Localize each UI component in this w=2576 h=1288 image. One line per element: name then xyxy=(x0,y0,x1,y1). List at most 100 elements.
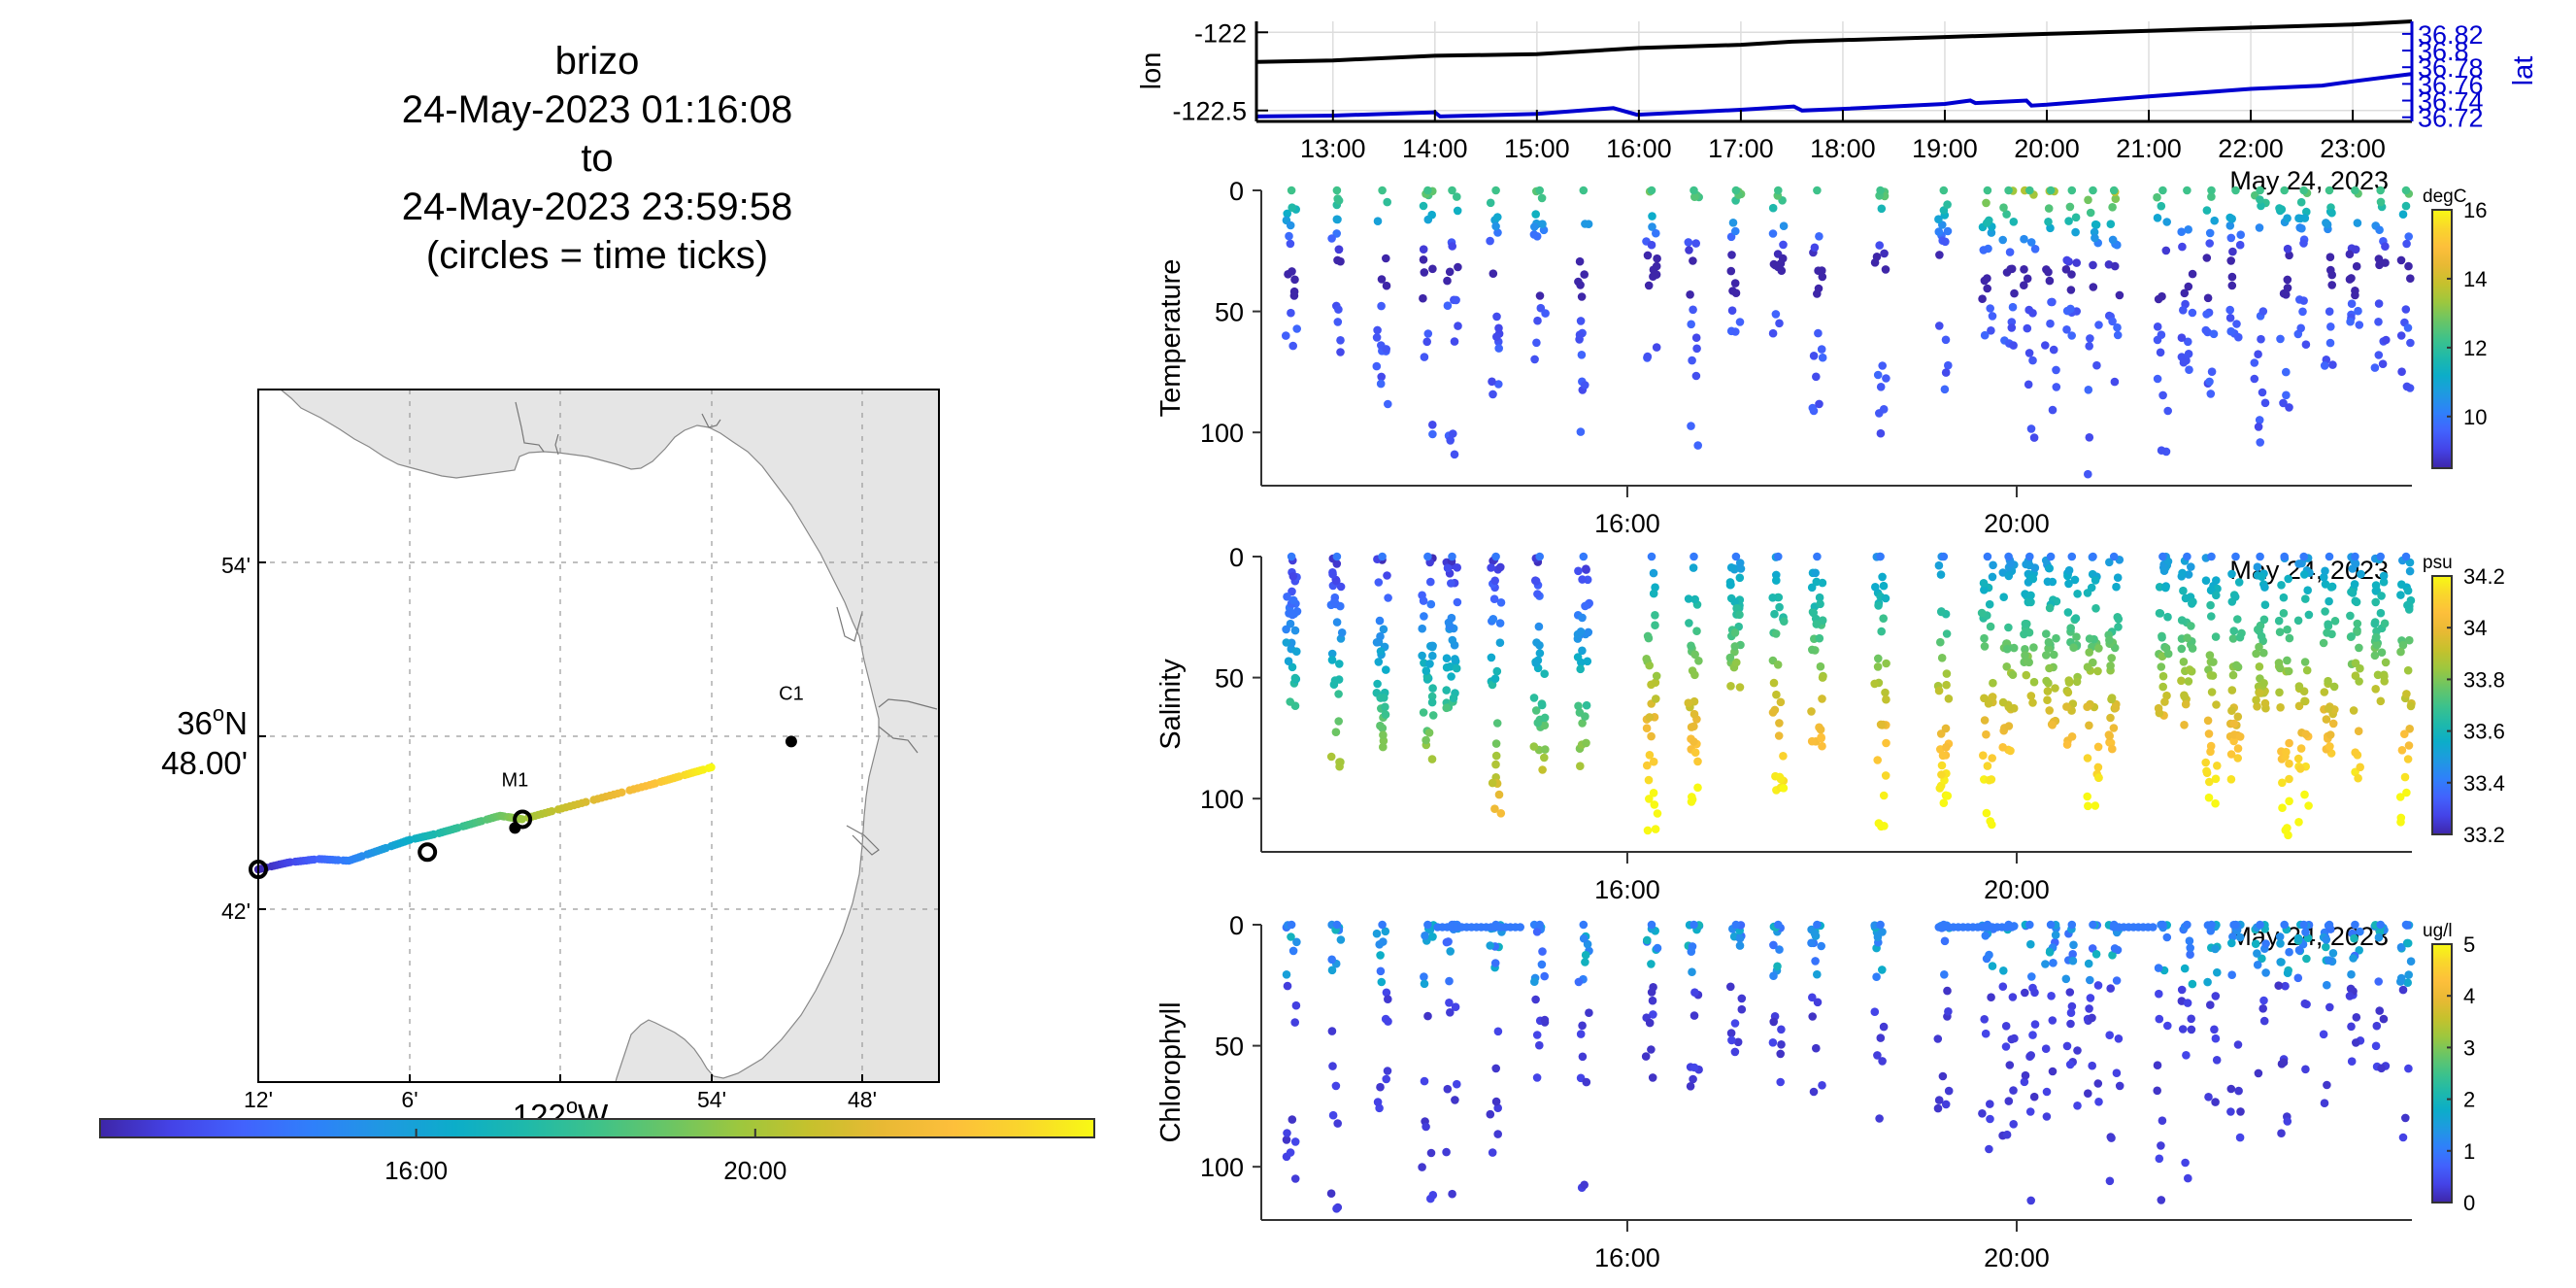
chlorophyll-point xyxy=(2235,932,2245,942)
salinity-point xyxy=(2274,659,2284,667)
chlorophyll-point xyxy=(1327,1027,1337,1035)
chlorophyll-point xyxy=(1290,1174,1300,1183)
salinity-point xyxy=(1649,789,1658,797)
salinity-point xyxy=(2004,552,2013,561)
salinity-point xyxy=(2301,729,2311,739)
temperature-point xyxy=(2299,186,2308,195)
temperature-point xyxy=(2404,261,2413,271)
salinity-point xyxy=(1290,626,1300,635)
temperature-point xyxy=(1491,221,1500,231)
temperature-point xyxy=(1779,240,1788,250)
salinity-point xyxy=(2227,569,2236,579)
salinity-point xyxy=(2371,633,2381,642)
temperature-point xyxy=(2008,302,2018,312)
chlorophyll-point xyxy=(1421,932,1429,940)
salinity-point xyxy=(2083,662,2092,671)
temperature-point xyxy=(1333,318,1343,326)
salinity-point xyxy=(1726,563,1736,572)
salinity-point xyxy=(2324,676,2332,686)
salinity-point xyxy=(2204,793,2214,802)
salinity-point xyxy=(1652,671,1661,681)
salinity-point xyxy=(2372,640,2382,650)
salinity-point xyxy=(2325,742,2334,751)
chlorophyll-point xyxy=(2026,939,2035,949)
salinity-point xyxy=(2320,573,2328,582)
chlorophyll-point xyxy=(2089,920,2097,930)
salinity-point xyxy=(1426,599,1436,609)
temperature-point xyxy=(1691,239,1700,248)
salinity-point xyxy=(1374,658,1384,666)
time-colorbar-label-20: 20:00 xyxy=(723,1156,786,1185)
salinity-point xyxy=(2403,755,2413,763)
salinity-point xyxy=(1816,661,1825,671)
temperature-point xyxy=(2108,235,2118,245)
temperature-point xyxy=(1286,220,1295,230)
salinity-point xyxy=(1651,611,1659,620)
salinity-point xyxy=(1776,774,1786,784)
temperature-point xyxy=(1452,295,1460,305)
salinity-point xyxy=(1879,614,1888,623)
salinity-point xyxy=(2206,671,2216,680)
chlorophyll-point xyxy=(2093,981,2103,990)
chlorophyll-point xyxy=(2002,1130,2012,1139)
temperature-point xyxy=(1979,246,1989,254)
temperature-point xyxy=(1941,237,1950,247)
salinity-point xyxy=(2377,592,2386,600)
chlorophyll-point xyxy=(1648,996,1657,1005)
salinity-point xyxy=(2276,703,2285,712)
salinity-point xyxy=(2087,583,2096,593)
chlorophyll-point xyxy=(1776,1077,1785,1087)
temperature-point xyxy=(1731,226,1740,236)
chlorophyll-point xyxy=(1538,947,1547,956)
temperature-point xyxy=(2153,192,2161,202)
salinity-point xyxy=(1942,629,1952,638)
temperature-point xyxy=(1486,198,1495,208)
salinity-point xyxy=(2351,596,2360,606)
temperature-point xyxy=(1446,436,1455,445)
temperature-point xyxy=(1579,186,1589,195)
salinity-point xyxy=(1540,721,1550,729)
chlorophyll-point xyxy=(2226,1107,2235,1116)
salinity-point xyxy=(1540,713,1550,723)
temperature-point xyxy=(1689,186,1698,195)
salinity-point xyxy=(1496,809,1506,818)
salinity-point xyxy=(2107,654,2116,662)
temperature-point xyxy=(1726,266,1736,276)
salinity-point xyxy=(2403,665,2413,675)
temperature-point xyxy=(2352,261,2361,271)
temperature-y-tick-label: 0 xyxy=(1229,177,1244,206)
chlorophyll-point xyxy=(1287,920,1296,930)
temperature-point xyxy=(2255,416,2264,424)
chlorophyll-point xyxy=(1941,1100,1951,1109)
salinity-point xyxy=(2185,665,2194,674)
salinity-point xyxy=(1689,722,1698,731)
temperature-point xyxy=(2325,338,2335,348)
temperature-point xyxy=(2026,424,2036,433)
lon-lat-x-tick-label: 13:00 xyxy=(1300,134,1366,163)
salinity-point xyxy=(2278,778,2287,788)
salinity-point xyxy=(2042,651,2051,660)
salinity-point xyxy=(1770,609,1779,619)
chlorophyll-point xyxy=(1579,933,1589,943)
chlorophyll-point xyxy=(2047,992,2056,1000)
temperature-point xyxy=(1445,267,1455,277)
temperature-point xyxy=(1334,245,1344,254)
temperature-point xyxy=(1443,301,1453,311)
temperature-point xyxy=(1377,275,1387,284)
salinity-point xyxy=(2051,684,2059,693)
chlorophyll-point xyxy=(2094,1098,2103,1106)
chlorophyll-point xyxy=(1383,1067,1392,1075)
salinity-point xyxy=(1807,707,1816,716)
temperature-point xyxy=(1494,380,1503,389)
salinity-point xyxy=(1490,576,1499,586)
temperature-point xyxy=(1336,256,1345,266)
chlorophyll-point xyxy=(2355,946,2363,955)
chlorophyll-point xyxy=(2042,1112,2052,1121)
salinity-point xyxy=(1874,654,1883,663)
salinity-point xyxy=(2178,568,2187,578)
chlorophyll-point xyxy=(2188,979,2197,989)
temperature-point xyxy=(1584,220,1593,228)
salinity-point xyxy=(2234,578,2244,587)
salinity-point xyxy=(1725,653,1735,662)
temperature-point xyxy=(2256,186,2264,195)
